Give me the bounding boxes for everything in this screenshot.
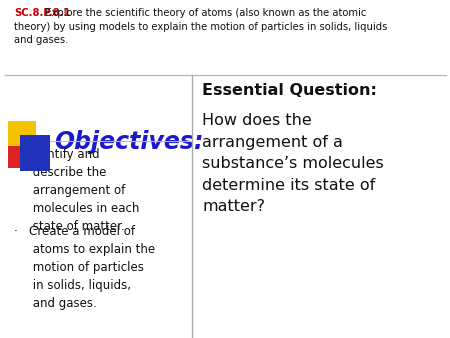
Text: Explore the scientific theory of atoms (also known as the atomic
theory) by usin: Explore the scientific theory of atoms (… bbox=[14, 8, 387, 45]
Text: SC.8.P.8.1: SC.8.P.8.1 bbox=[14, 8, 71, 18]
Bar bbox=[8, 121, 36, 146]
Text: ·   Identify and
     describe the
     arrangement of
     molecules in each
  : · Identify and describe the arrangement … bbox=[14, 148, 140, 233]
Text: How does the
arrangement of a
substance’s molecules
determine its state of
matte: How does the arrangement of a substance’… bbox=[202, 113, 384, 214]
Bar bbox=[8, 146, 30, 168]
Text: ·   Create a model of
     atoms to explain the
     motion of particles
     in: · Create a model of atoms to explain the… bbox=[14, 225, 155, 310]
Text: Objectives:: Objectives: bbox=[54, 130, 203, 154]
Text: Essential Question:: Essential Question: bbox=[202, 83, 377, 98]
Bar bbox=[20, 135, 50, 171]
